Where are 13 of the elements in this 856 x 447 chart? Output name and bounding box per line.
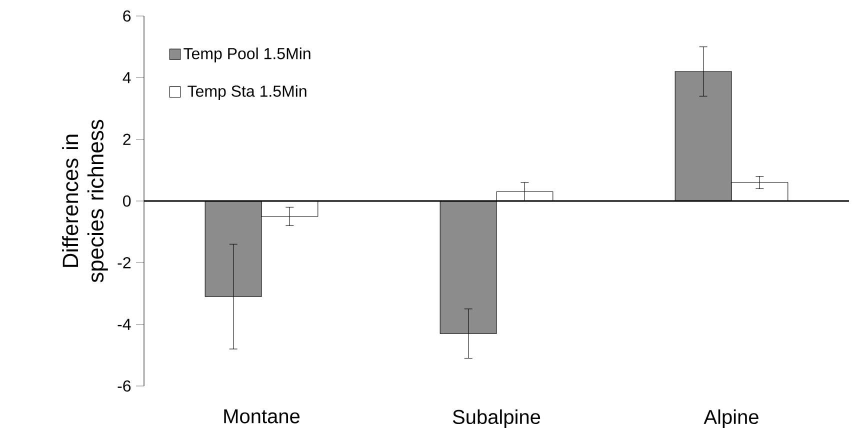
legend-label: Temp Sta 1.5Min	[188, 85, 306, 100]
y-axis-title: Differences in species richness	[62, 120, 108, 282]
y-tick-label: -2	[118, 257, 130, 268]
y-tick-label: 4	[122, 72, 131, 84]
y-tick-label: 0	[123, 195, 131, 207]
y-tick-label: 2	[123, 134, 130, 145]
legend-label: Temp Pool 1.5Min	[184, 48, 310, 62]
x-tick-label: Alpine	[704, 409, 758, 428]
y-tick-label: 6	[123, 10, 131, 22]
y-tick-label: -4	[118, 318, 131, 330]
x-tick-label: Subalpine	[452, 409, 540, 428]
y-tick-label: -6	[118, 380, 131, 392]
x-tick-label: Montane	[224, 409, 300, 424]
